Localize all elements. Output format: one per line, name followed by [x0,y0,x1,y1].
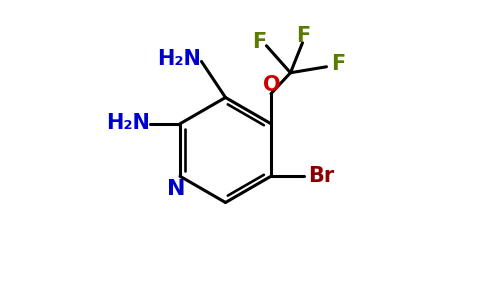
Text: F: F [332,54,346,74]
Text: O: O [263,75,280,95]
Text: H₂N: H₂N [106,113,151,133]
Text: F: F [252,32,266,52]
Text: H₂N: H₂N [157,49,201,69]
Text: F: F [296,26,311,46]
Text: Br: Br [308,166,334,186]
Text: N: N [167,179,186,199]
